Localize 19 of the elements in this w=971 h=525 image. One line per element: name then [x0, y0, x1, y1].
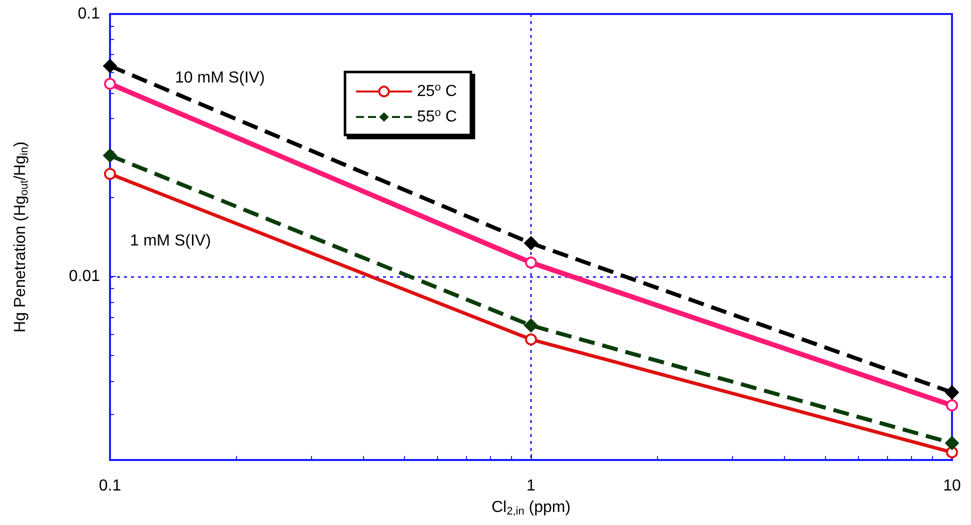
point — [525, 333, 537, 346]
x-tick-label: 0.1 — [98, 478, 122, 494]
point — [103, 58, 117, 73]
x-tick-label: 10 — [943, 478, 961, 494]
point — [104, 78, 116, 90]
annotation: 1 mM S(IV) — [130, 232, 211, 250]
y-axis-title: Hg Penetration (Hgout/Hgin) — [12, 141, 30, 333]
annotation: 10 mM S(IV) — [175, 70, 265, 86]
point — [525, 256, 537, 269]
point — [945, 385, 959, 400]
point — [524, 236, 538, 250]
point — [946, 446, 958, 458]
point — [524, 318, 538, 332]
point — [104, 168, 116, 180]
point — [945, 436, 959, 450]
point — [103, 148, 117, 163]
y-tick-label: 0.01 — [68, 268, 100, 286]
x-tick-label: 1 — [526, 478, 536, 494]
point — [946, 399, 958, 412]
